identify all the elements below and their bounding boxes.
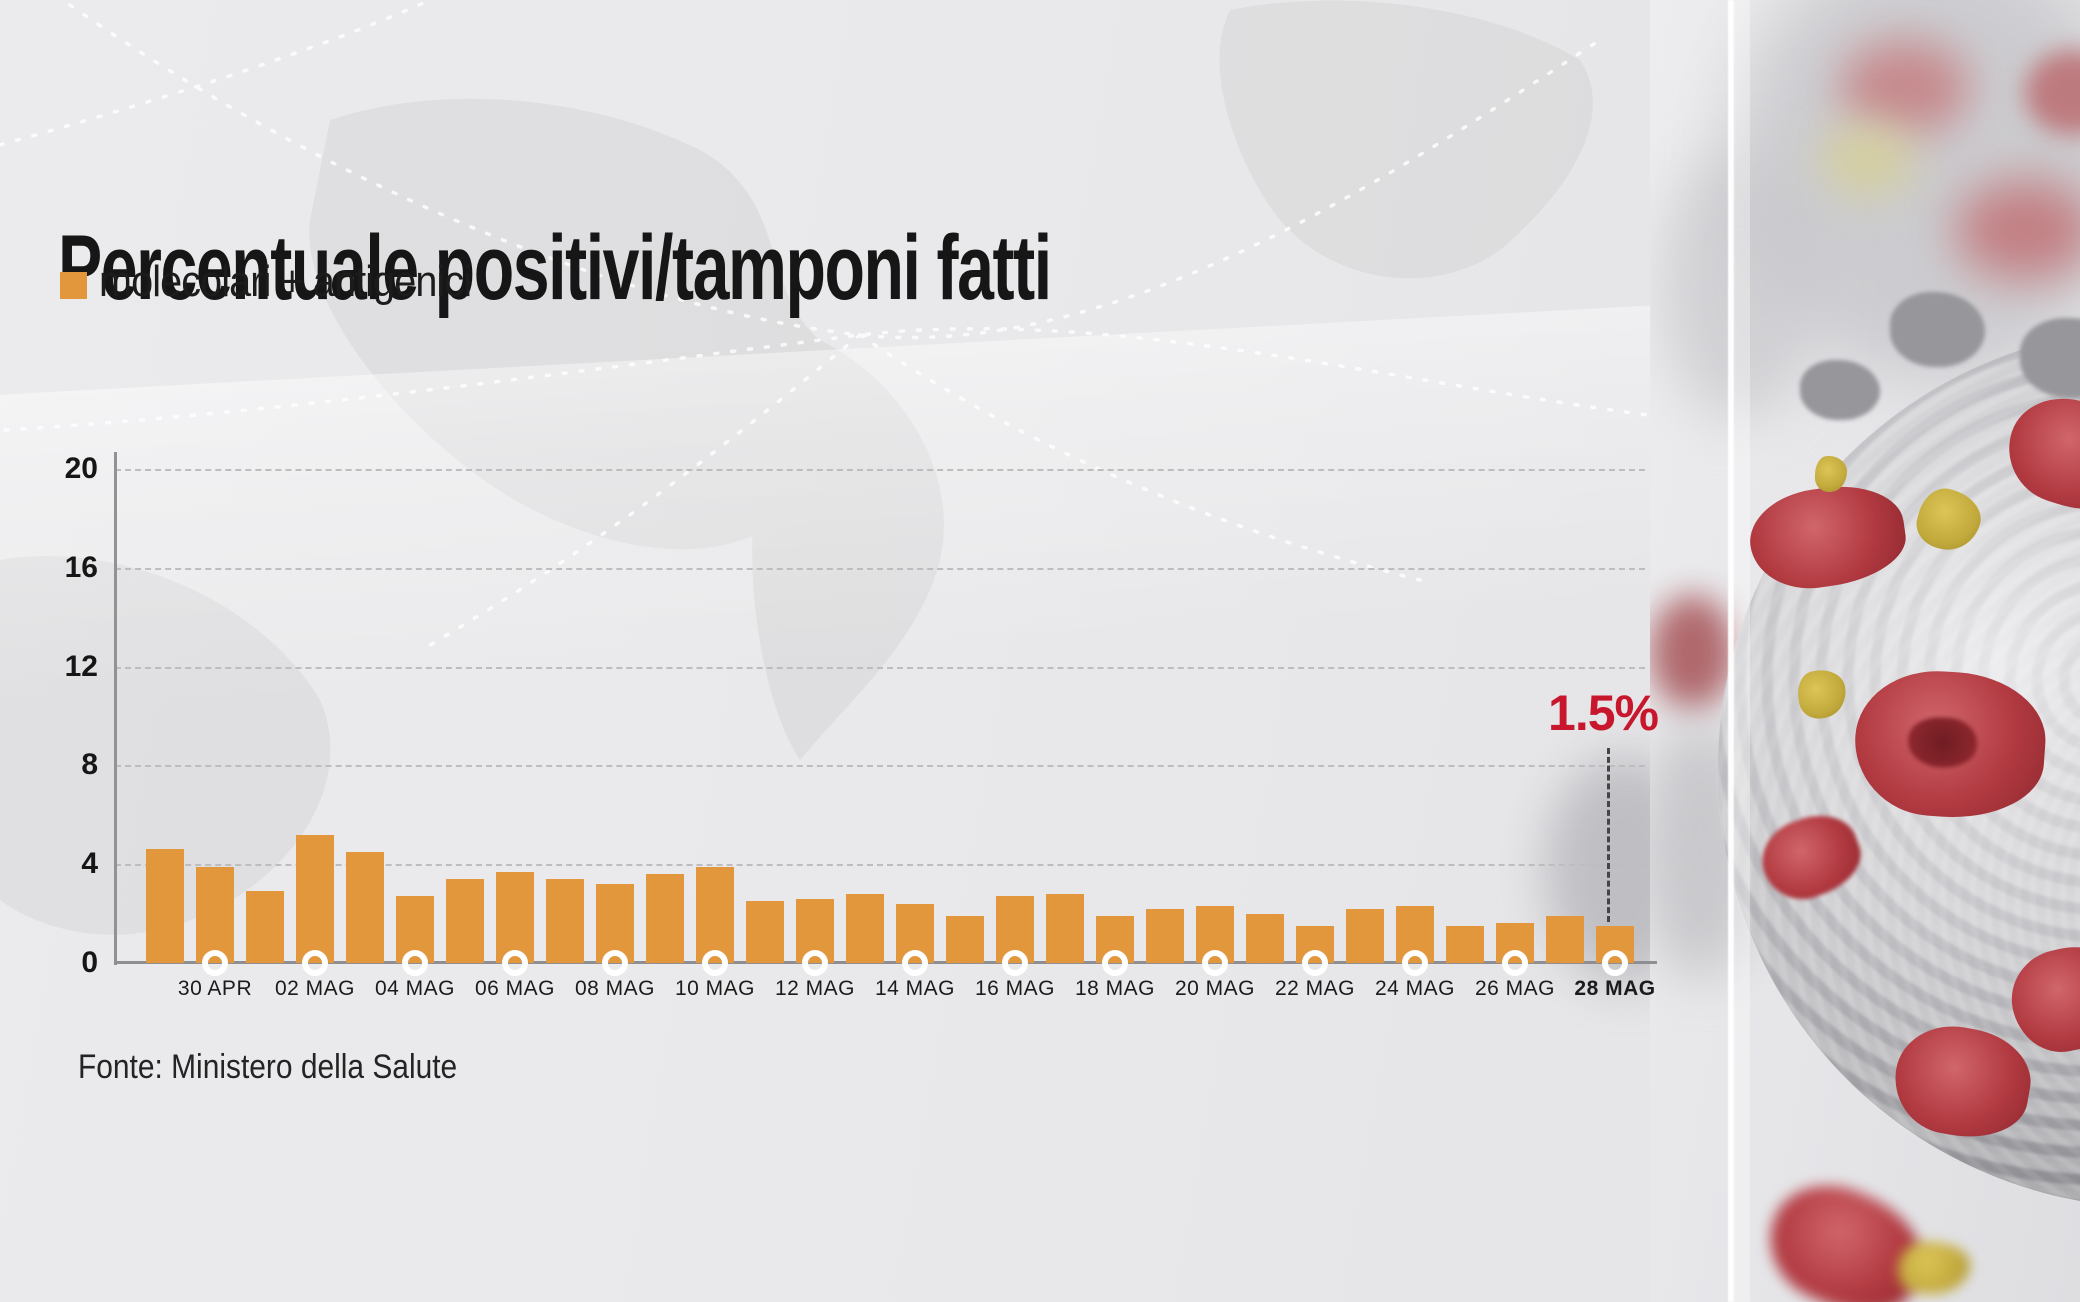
virus-surface-bump — [1800, 360, 1880, 420]
axis-tick-circle — [402, 950, 428, 976]
x-axis-tick-label: 28 MAG — [1574, 977, 1656, 1000]
glass-pane-glow — [1734, 0, 1750, 1302]
y-axis-tick-label: 20 — [64, 452, 98, 485]
annotation-dashed-line — [1607, 748, 1610, 922]
y-axis-tick-label: 12 — [64, 649, 98, 683]
axis-tick-circle — [1502, 950, 1528, 976]
glass-divider-line — [1728, 0, 1734, 1302]
blurred-red-spike — [1955, 180, 2080, 280]
y-axis-tick-label: 0 — [81, 946, 98, 979]
legend-swatch-icon — [60, 271, 87, 299]
blurred-yellow-bit — [1820, 125, 1915, 195]
axis-tick-circle — [902, 950, 928, 976]
y-axis-tick-label: 16 — [64, 550, 98, 584]
bar-30 APR — [196, 866, 234, 963]
bar-15 MAG — [946, 916, 984, 963]
blurred-red-spike — [1840, 40, 1970, 135]
source-note: Fonte: Ministero della Salute — [78, 1048, 458, 1086]
bar-07 MAG — [546, 879, 584, 963]
y-axis-tick-label: 8 — [81, 748, 98, 782]
gridline — [115, 864, 1645, 867]
virus-surface-bump — [1890, 292, 1985, 367]
legend: molecolari + antigenici — [60, 258, 513, 306]
axis-tick-circle — [1102, 950, 1128, 976]
axis-tick-circle — [1602, 950, 1628, 976]
axis-tick-circle — [1402, 950, 1428, 976]
axis-tick-circle — [1302, 950, 1328, 976]
bar-11 MAG — [746, 901, 784, 963]
bar-01 MAG — [246, 891, 284, 963]
axis-tick-circle — [302, 950, 328, 976]
blurred-red-spike — [1650, 595, 1735, 710]
bar-23 MAG — [1346, 908, 1384, 963]
bar-03 MAG — [346, 851, 384, 963]
bar-29 APR — [146, 849, 184, 963]
axis-tick-circle — [202, 950, 228, 976]
gridline — [115, 666, 1645, 669]
y-axis-tick-label: 4 — [81, 847, 98, 881]
axis-tick-circle — [702, 950, 728, 976]
bar-05 MAG — [446, 879, 484, 963]
page-title: Percentuale positivi/tamponi fatti — [58, 217, 1052, 319]
axis-tick-circle — [1002, 950, 1028, 976]
bar-17 MAG — [1046, 893, 1084, 963]
bar-21 MAG — [1246, 913, 1284, 963]
coronavirus-photo-panel — [1650, 0, 2080, 1302]
axis-tick-circle — [1202, 950, 1228, 976]
gridline — [115, 765, 1645, 768]
axis-tick-circle — [802, 950, 828, 976]
legend-label: molecolari + antigenici — [99, 257, 472, 306]
y-axis-line — [114, 452, 117, 965]
bar-27 MAG — [1546, 916, 1584, 963]
bar-13 MAG — [846, 893, 884, 963]
yellow-protein-bit — [1815, 456, 1847, 492]
annotation-value-label: 1.5% — [1548, 685, 1659, 741]
bar-19 MAG — [1146, 908, 1184, 963]
gridline — [115, 567, 1645, 570]
yellow-protein-bit — [1898, 1242, 1970, 1294]
gridline — [115, 469, 1645, 471]
blurred-gray-blob — [1660, 150, 1820, 420]
bar-09 MAG — [646, 874, 684, 963]
axis-tick-circle — [502, 950, 528, 976]
axis-tick-circle — [602, 950, 628, 976]
bar-10 MAG — [696, 866, 734, 963]
bar-25 MAG — [1446, 925, 1484, 963]
bar-02 MAG — [296, 834, 334, 963]
